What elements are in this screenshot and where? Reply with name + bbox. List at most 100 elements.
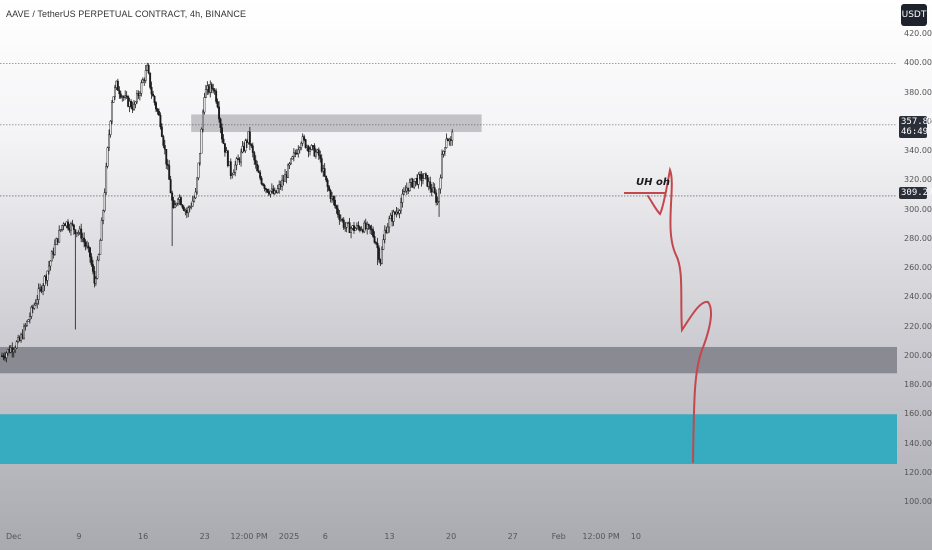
candle-body: [328, 186, 331, 191]
candle-body: [207, 85, 210, 93]
candle-body: [401, 193, 404, 203]
candle-body: [243, 145, 245, 151]
currency-button[interactable]: USDT: [901, 4, 927, 26]
candle-body: [405, 187, 408, 192]
y-tick-label: 380.00: [904, 87, 932, 97]
candle-body: [200, 128, 203, 154]
candle-body: [133, 103, 135, 110]
candle-body: [292, 152, 295, 157]
candle-body: [216, 101, 219, 108]
candle-body: [226, 150, 229, 166]
horizontal-lines-layer: [0, 62, 897, 197]
candle-body: [319, 155, 322, 159]
candle-body: [263, 185, 266, 189]
candle-body: [245, 140, 248, 143]
candle-body: [97, 254, 100, 261]
candle-body: [86, 245, 89, 248]
candle-body: [83, 237, 86, 243]
candle-body: [78, 228, 81, 233]
candle-body: [424, 173, 427, 176]
candle-body: [219, 118, 222, 128]
candle-body: [262, 183, 265, 186]
candle-body: [367, 223, 370, 226]
candle-body: [191, 200, 194, 207]
candle-body: [354, 228, 357, 231]
candle-body: [282, 179, 285, 182]
marked-price-value: 309.27: [901, 188, 932, 198]
candle-body: [153, 95, 156, 103]
demand-zone: [0, 414, 897, 464]
candle-body: [1, 355, 3, 357]
y-tick-label: 260.00: [904, 263, 932, 272]
candle-body: [232, 171, 235, 175]
candle-body: [369, 225, 372, 230]
candle-body: [247, 131, 250, 143]
candle-body: [93, 271, 96, 284]
candle-body: [250, 144, 253, 147]
candle-body: [9, 347, 12, 353]
candle-body: [225, 150, 228, 153]
candle-body: [385, 229, 388, 234]
candle-body: [443, 147, 446, 152]
candle-body: [449, 139, 452, 141]
candle-body: [333, 199, 336, 207]
candle-body: [131, 106, 134, 110]
x-tick-label: 23: [199, 532, 210, 541]
candle-body: [199, 152, 201, 164]
candle-body: [184, 210, 187, 212]
candle-body: [388, 218, 391, 228]
candle-body: [31, 306, 34, 309]
candle-body: [237, 158, 240, 160]
candle-body: [360, 229, 363, 232]
candle-body: [436, 201, 439, 203]
y-tick-label: 160.00: [904, 409, 932, 419]
candle-body: [75, 232, 78, 235]
x-tick-label: 16: [138, 532, 149, 541]
projection-path: [647, 166, 712, 463]
candle-body: [33, 304, 36, 309]
candle-body: [55, 238, 58, 245]
candle-body: [56, 238, 59, 243]
candle-body: [289, 158, 292, 164]
x-tick-label: 6: [322, 532, 328, 541]
candle-body: [64, 223, 67, 227]
candle-body: [196, 177, 199, 193]
candle-body: [423, 173, 426, 179]
candle-body: [34, 303, 37, 306]
candle-body: [438, 188, 441, 202]
candle-body: [162, 136, 165, 146]
candle-body: [347, 222, 350, 224]
candle-body: [67, 221, 69, 229]
candle-body: [382, 239, 385, 250]
candle-body: [350, 228, 353, 233]
candle-body: [363, 222, 366, 233]
candle-body: [397, 211, 399, 214]
candle-body: [430, 188, 433, 193]
candle-body: [260, 177, 263, 185]
candle-body: [314, 151, 317, 157]
candle-body: [276, 188, 279, 193]
candle-body: [404, 190, 407, 193]
candle-body: [215, 90, 218, 102]
candle-body: [306, 145, 309, 148]
candle-body: [228, 161, 231, 166]
uh-oh-annotation: UH oh: [636, 177, 670, 188]
candle-body: [361, 229, 364, 233]
candle-body: [212, 88, 215, 91]
candle-body: [244, 140, 247, 151]
candle-body: [399, 202, 402, 212]
candle-body: [297, 149, 300, 154]
candle-body: [320, 158, 323, 172]
candle-body: [257, 170, 260, 173]
candle-body: [432, 187, 435, 193]
candle-body: [74, 229, 77, 235]
candle-body: [87, 245, 90, 248]
candle-body: [89, 247, 91, 258]
candle-body: [414, 177, 417, 182]
candle-body: [223, 143, 226, 153]
candle-body: [270, 188, 273, 192]
candle-body: [3, 356, 6, 359]
candle-body: [372, 229, 375, 237]
x-tick-label: Feb: [551, 532, 566, 541]
